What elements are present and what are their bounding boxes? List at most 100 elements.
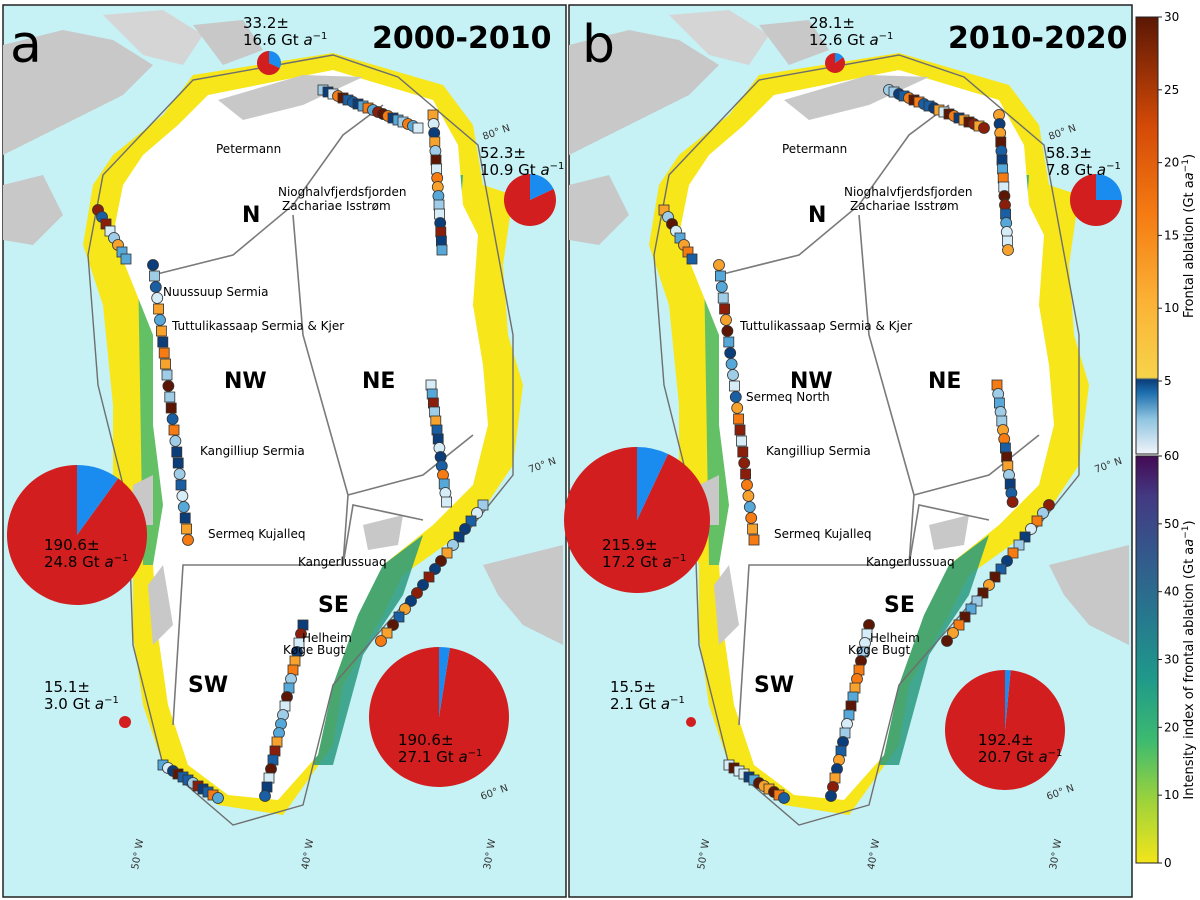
- pie-error: 7.8 Gt a−1: [1046, 161, 1121, 179]
- glacier-marker: [157, 336, 169, 348]
- glacier-label: Kangilliup Sermia: [766, 444, 871, 458]
- glacier-marker: [947, 627, 959, 639]
- pie-slice-red: [257, 51, 280, 75]
- glacier-marker: [738, 457, 751, 469]
- glacier-marker: [723, 336, 735, 348]
- glacier-marker: [1007, 547, 1019, 559]
- glacier-marker: [441, 547, 453, 559]
- glacier-marker: [177, 501, 190, 513]
- glacier-marker: [417, 579, 429, 591]
- region-label-n: N: [808, 203, 826, 228]
- lon-label: 50° W: [696, 838, 712, 870]
- lon-label: 30° W: [1048, 838, 1064, 870]
- colorbar-tick-label: 0: [1164, 856, 1172, 870]
- pie-slice-blue: [439, 647, 450, 717]
- glacier-label: Nioghalvfjerdsfjorden: [844, 185, 972, 199]
- glacier-markers-a: [92, 84, 489, 804]
- glacier-marker: [465, 515, 477, 527]
- pie-value: 58.3±: [1046, 144, 1092, 162]
- map-b: [569, 10, 1129, 826]
- glacier-marker: [996, 154, 1008, 166]
- glacier-marker: [977, 587, 989, 599]
- glacier-marker: [941, 635, 953, 647]
- glacier-label: Nuussuup Sermia: [163, 285, 268, 299]
- glacier-marker: [154, 314, 166, 326]
- pie-error: 24.8 Gt a−1: [44, 553, 128, 571]
- glacier-marker: [733, 413, 745, 425]
- glacier-marker: [169, 435, 182, 447]
- glacier-marker: [271, 736, 283, 748]
- lon-label: 50° W: [130, 838, 146, 870]
- glacier-marker: [441, 496, 453, 508]
- period-title: 2010-2020: [948, 21, 1127, 56]
- glacier-marker: [686, 253, 698, 265]
- pie-error: 2.1 Gt a−1: [610, 695, 685, 713]
- glacier-marker: [734, 424, 746, 436]
- glacier-marker: [845, 700, 857, 712]
- pie-error: 12.6 Gt a−1: [809, 31, 893, 49]
- glacier-label: Tuttulikassaap Sermia & Kjer: [739, 319, 912, 333]
- glacier-marker: [477, 499, 489, 511]
- glacier-marker: [259, 790, 271, 802]
- glacier-label: Nioghalvfjerdsfjorden: [278, 185, 406, 199]
- glacier-marker: [160, 358, 172, 370]
- colorbar-tick-label: 40: [1164, 585, 1179, 599]
- panel-a: a 2000-2010 N NE NW SE SW Petermann Niog…: [2, 4, 567, 898]
- glacier-marker: [849, 682, 861, 694]
- glacier-marker: [959, 611, 971, 623]
- pie-slice-blue: [77, 465, 119, 535]
- region-label-se: SE: [884, 593, 915, 618]
- glacier-markers-b: [658, 84, 1055, 804]
- lon-label: 40° W: [300, 838, 316, 870]
- glacier-label: Helheim: [870, 631, 920, 645]
- glacier-marker: [965, 603, 977, 615]
- glacier-marker: [721, 325, 734, 337]
- glacier-label: Petermann: [782, 142, 847, 156]
- glacier-label: Kangerlussuaq: [866, 555, 955, 569]
- pie-value: 33.2±: [243, 14, 289, 32]
- pie-se: 192.4±20.7 Gt a−1: [944, 670, 1065, 790]
- pie-error: 3.0 Gt a−1: [44, 695, 119, 713]
- glacier-label: Kangilliup Sermia: [200, 444, 305, 458]
- glacier-marker: [724, 347, 737, 359]
- glacier-label: Sermeq Kujalleq: [208, 527, 305, 541]
- colorbar-tick-label: 50: [1164, 517, 1179, 531]
- glacier-marker: [435, 555, 447, 567]
- glacier-marker: [165, 402, 177, 414]
- glacier-marker: [1031, 515, 1043, 527]
- glacier-marker: [433, 199, 445, 211]
- pie-error: 20.7 Gt a−1: [978, 748, 1062, 766]
- glacier-marker: [162, 380, 175, 392]
- glacier-marker: [153, 303, 165, 315]
- glacier-label: Sermeq Kujalleq: [774, 527, 871, 541]
- glacier-marker: [181, 523, 193, 535]
- glacier-marker: [727, 369, 739, 381]
- glacier-marker: [997, 163, 1009, 175]
- glacier-marker: [729, 391, 742, 403]
- glacier-marker: [728, 380, 740, 392]
- pie-error: 17.2 Gt a−1: [602, 553, 686, 571]
- glacier-marker: [740, 468, 752, 480]
- glacier-marker: [978, 122, 990, 134]
- colorbar-tick-label: 10: [1164, 788, 1179, 802]
- colorbar-bottom: 60 50 40 30 20 10 0 Intensity index of frontal…: [1135, 449, 1197, 870]
- glacier-label: Tuttulikassaap Sermia & Kjer: [171, 319, 344, 333]
- region-label-sw: SW: [188, 673, 228, 698]
- pie-slice-red: [119, 716, 131, 728]
- glacier-marker: [719, 303, 731, 315]
- panel-letter: b: [582, 15, 615, 75]
- glacier-marker: [436, 244, 448, 256]
- lon-label: 40° W: [866, 838, 882, 870]
- glacier-marker: [1001, 451, 1013, 463]
- colorbar-top: 30 25 20 15 10 5 Frontal ablation (Gt aa−1): [1135, 10, 1197, 455]
- glacier-labels-a: Petermann Nioghalvfjerdsfjorden Zacharia…: [163, 142, 406, 657]
- pie-slice-red: [7, 465, 148, 605]
- pie-sw: 15.5±2.1 Gt a−1: [610, 678, 696, 727]
- glacier-marker: [405, 595, 417, 607]
- colorbar-top-title: Frontal ablation (Gt aa−1): [1181, 154, 1197, 318]
- pie-slice-red: [368, 647, 509, 787]
- pie-ne: 52.3±10.9 Gt a−1: [480, 144, 564, 227]
- period-title: 2000-2010: [372, 21, 551, 56]
- glacier-label: Køge Bugt: [283, 643, 345, 657]
- pie-slice-blue: [835, 53, 844, 63]
